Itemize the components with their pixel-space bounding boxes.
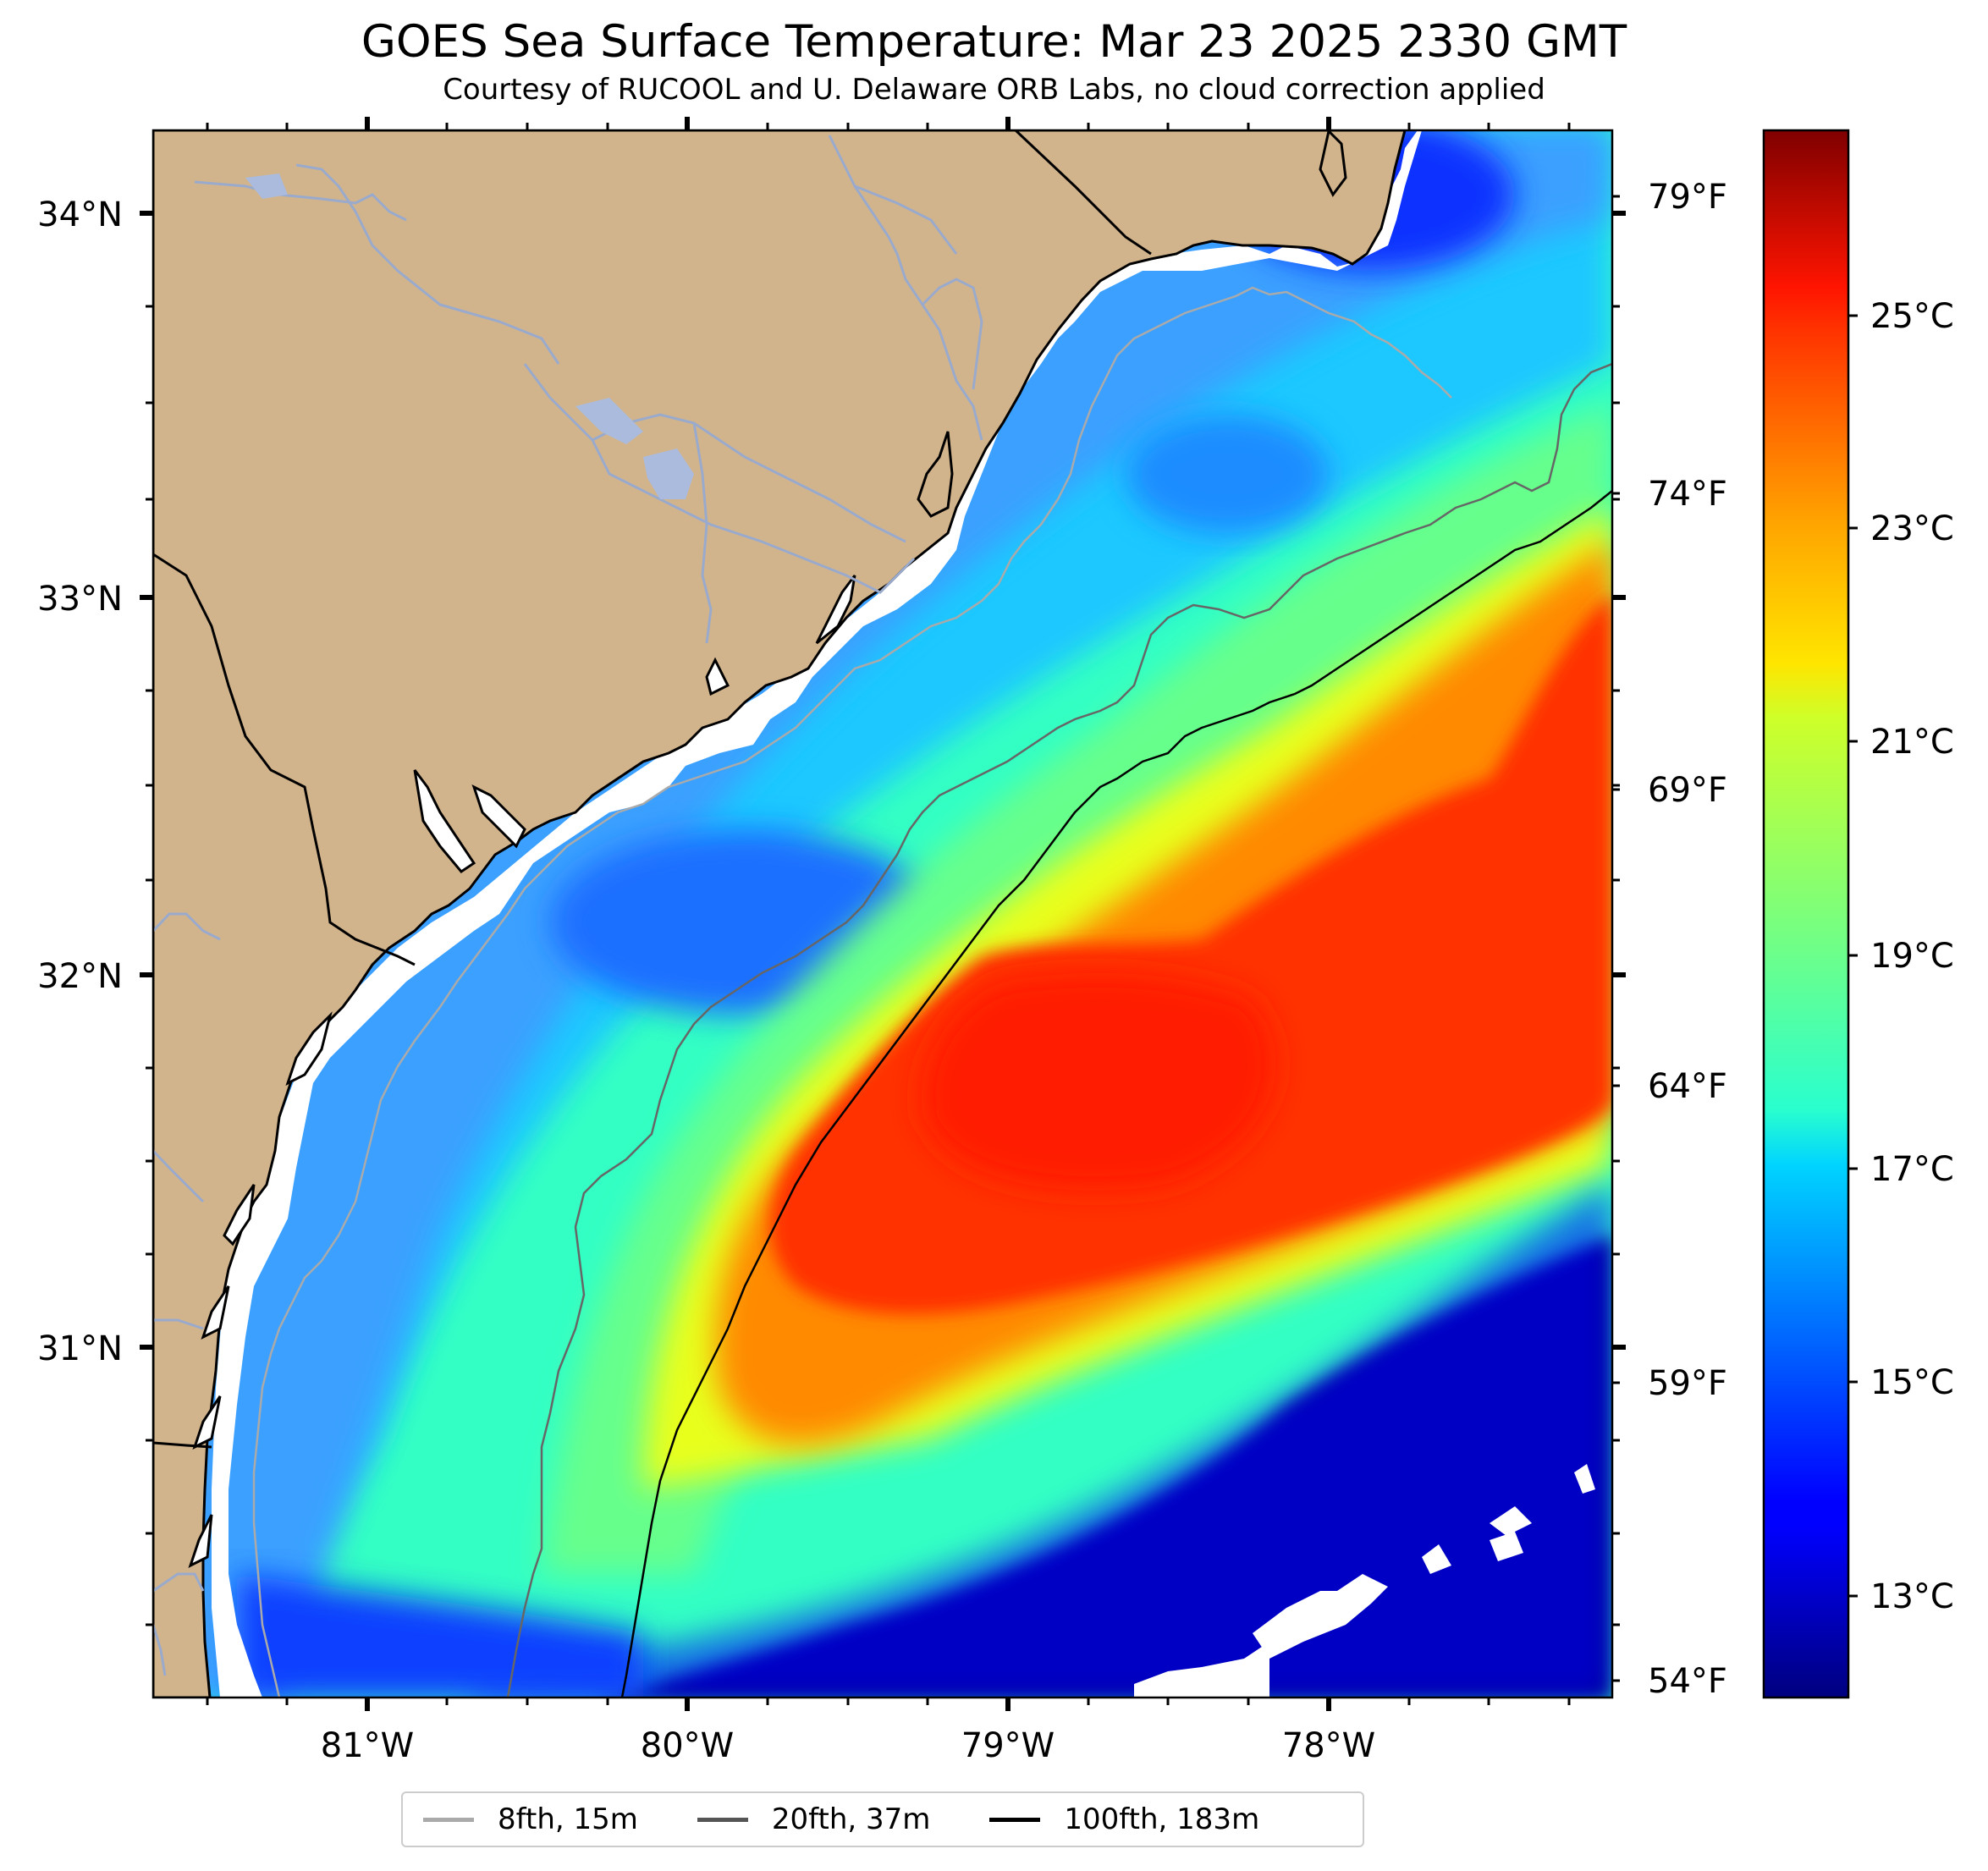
lon-label: 79°W bbox=[961, 1726, 1055, 1765]
colorbar-label: 15°C bbox=[1870, 1363, 1954, 1402]
isobath-20fth bbox=[506, 362, 1612, 1698]
isobath-legend: 8fth, 15m 20fth, 37m 100fth, 183m bbox=[401, 1791, 1364, 1847]
nodata-patches bbox=[1134, 1464, 1595, 1698]
lat-label: 34°N bbox=[37, 195, 123, 234]
isobaths bbox=[252, 286, 1612, 1698]
rivers bbox=[153, 135, 983, 1676]
map-subtitle: Courtesy of RUCOOL and U. Delaware ORB L… bbox=[443, 73, 1545, 107]
legend-label-20fth: 20fth, 37m bbox=[771, 1802, 931, 1836]
lon-label: 80°W bbox=[641, 1726, 734, 1765]
colorbar-label: 23°C bbox=[1870, 509, 1954, 548]
fahrenheit-label: 69°F bbox=[1648, 771, 1727, 810]
sst-cold-transition bbox=[474, 1185, 1612, 1698]
legend-line-8fth bbox=[423, 1817, 474, 1822]
colorbar bbox=[1762, 129, 1850, 1699]
lon-label: 78°W bbox=[1282, 1726, 1375, 1765]
legend-item-100fth: 100fth, 183m bbox=[989, 1802, 1259, 1836]
sst-cold-patch bbox=[1126, 415, 1329, 533]
colorbar-label: 17°C bbox=[1870, 1150, 1954, 1189]
colorbar-label: 19°C bbox=[1870, 937, 1954, 976]
legend-label-8fth: 8fth, 15m bbox=[498, 1802, 638, 1836]
isobath-100fth bbox=[620, 490, 1612, 1698]
coastal-nodata-strip bbox=[212, 130, 1422, 1698]
fahrenheit-label: 64°F bbox=[1648, 1067, 1727, 1106]
fahrenheit-label: 74°F bbox=[1648, 475, 1727, 514]
axis-ticks bbox=[140, 117, 1626, 1711]
coastline-details bbox=[188, 130, 1347, 1568]
state-boundaries bbox=[153, 130, 1152, 1449]
map-frame bbox=[151, 129, 1614, 1699]
colorbar-label: 21°C bbox=[1870, 723, 1954, 762]
legend-item-20fth: 20fth, 37m bbox=[697, 1802, 931, 1836]
lat-label: 31°N bbox=[37, 1329, 123, 1368]
legend-label-100fth: 100fth, 183m bbox=[1064, 1802, 1260, 1836]
fahrenheit-label: 59°F bbox=[1648, 1364, 1727, 1403]
sst-coastal-blue-south bbox=[237, 1574, 643, 1698]
fahrenheit-label: 54°F bbox=[1648, 1662, 1727, 1701]
colorbar-label: 13°C bbox=[1870, 1577, 1954, 1616]
fahrenheit-label: 79°F bbox=[1648, 178, 1727, 217]
legend-line-100fth bbox=[989, 1817, 1041, 1822]
isobath-8fth bbox=[252, 286, 1452, 1698]
fahrenheit-ticks bbox=[1612, 195, 1620, 1682]
map-panel bbox=[153, 130, 1612, 1698]
colorbar-label: 25°C bbox=[1870, 297, 1954, 336]
legend-item-8fth: 8fth, 15m bbox=[423, 1802, 638, 1836]
lon-label: 81°W bbox=[321, 1726, 414, 1765]
sst-warm-core bbox=[921, 972, 1276, 1191]
land-mass bbox=[153, 130, 1407, 1698]
lat-label: 33°N bbox=[37, 580, 123, 619]
lat-label: 32°N bbox=[37, 957, 123, 996]
map-title: GOES Sea Surface Temperature: Mar 23 202… bbox=[361, 16, 1627, 68]
lakes bbox=[245, 173, 694, 499]
legend-line-20fth bbox=[697, 1817, 748, 1822]
colorbar-ticks bbox=[1848, 314, 1858, 1598]
